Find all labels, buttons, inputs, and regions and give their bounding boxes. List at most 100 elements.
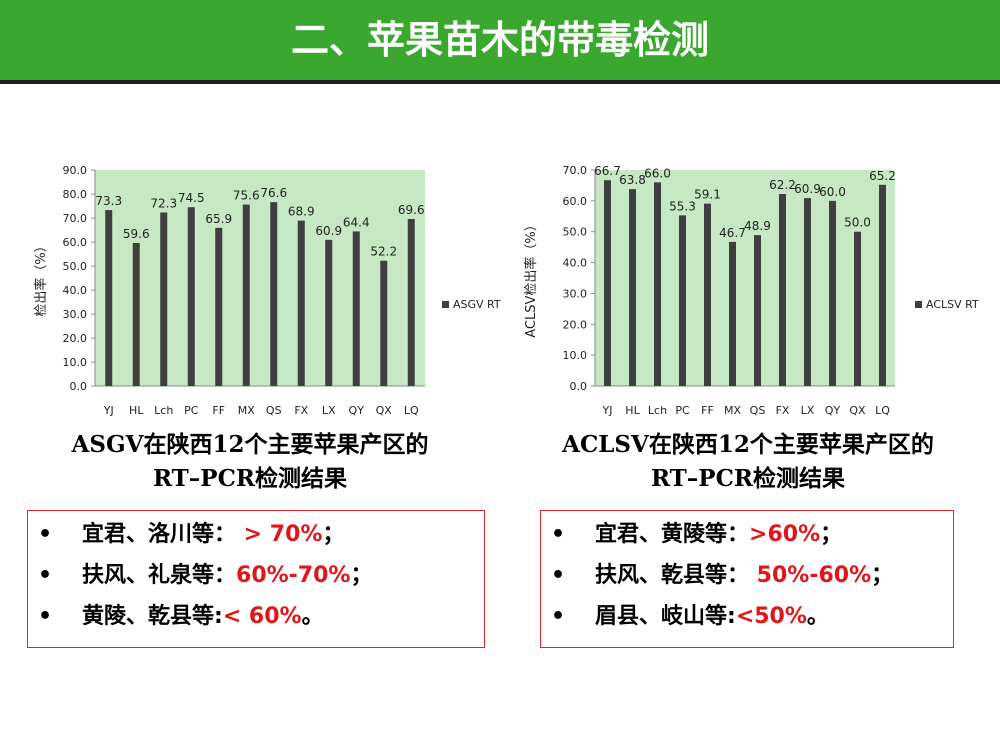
bar [187,207,195,386]
plot-area [595,170,895,386]
list-item: • 扶风、乾县等： 50%-60%； [551,558,893,594]
bullet: • [551,522,566,547]
x-tick-label: FF [701,404,714,417]
bullet: • [38,604,53,629]
asgv-caption-line1: ASGV在陕西12个主要苹果产区的 [71,431,429,458]
bullet: • [551,563,566,588]
x-tick-label: QY [825,404,841,417]
aclsv-caption-line1: ACLSV在陕西12个主要苹果产区的 [562,431,934,458]
x-tick-label: QY [349,404,365,417]
x-tick-label: LQ [404,404,419,417]
data-label: 76.6 [260,186,287,200]
region-label: 黄陵、乾县等: [82,604,223,629]
data-label: 64.4 [343,215,370,229]
bullet: • [551,604,566,629]
x-tick-label: PC [184,404,199,417]
list-item: • 黄陵、乾县等:< 60%。 [38,599,324,635]
y-tick-label: 10.0 [563,349,588,362]
y-tick-label: 50.0 [563,226,588,239]
data-label: 73.3 [95,194,122,208]
y-tick-label: 80.0 [63,188,88,201]
bar [215,227,223,386]
bar [879,184,886,386]
rate-value: 60%-70% [236,563,351,588]
data-label: 75.6 [233,189,260,203]
asgv-chart: 0.0 10.0 20.0 30.0 40.0 50.0 60.0 70.0 80.0 90.0 检… [20,150,510,425]
data-label: 65.9 [205,212,232,226]
x-tick-label: QS [266,404,282,417]
rate-value: < 60% [222,604,302,629]
punctuation: 。 [301,604,324,629]
data-label: 62.2 [769,178,796,192]
aclsv-summary-box: • 宜君、黄陵等：>60%； • 扶风、乾县等： 50%-60%； • 眉县、岐山等:… [540,510,954,648]
x-tick-label: QX [376,404,393,417]
punctuation: ； [350,563,373,588]
data-label: 60.9 [794,182,821,196]
y-axis-title: ACLSV检出率（%） [523,218,539,337]
aclsv-chart: 0.0 10.0 20.0 30.0 40.0 50.0 60.0 70.0 ACLSV检出率（… [515,150,995,425]
x-tick-label: MX [238,404,255,417]
bar [779,194,786,386]
rate-value: 50%-60% [749,563,872,588]
x-tick-label: PC [675,404,690,417]
asgv-chart-svg: 0.0 10.0 20.0 30.0 40.0 50.0 60.0 70.0 80.0 90.0 检… [33,164,501,417]
data-label: 60.9 [315,224,342,238]
bar [679,215,686,386]
data-label: 68.9 [288,205,315,219]
y-tick-label: 70.0 [563,164,588,177]
bar [407,218,415,386]
data-label: 59.6 [123,227,150,241]
bar [297,220,305,386]
y-tick-label: 20.0 [63,332,88,345]
bar [380,260,388,386]
y-tick-label: 60.0 [63,236,88,249]
x-tick-label: HL [129,404,144,417]
x-tick-label: LQ [875,404,890,417]
punctuation: ； [820,522,843,547]
rate-value: >60% [749,522,821,547]
x-tick-label: MX [724,404,741,417]
bar [160,212,168,386]
y-tick-label: 0.0 [570,380,588,393]
data-label: 74.5 [178,191,205,205]
bar [105,210,113,386]
slide-title: 二、苹果苗木的带毒检测 [290,18,709,62]
y-tick-label: 60.0 [563,195,588,208]
bar [704,203,711,386]
y-axis-title: 检出率（%） [33,239,49,316]
bar [729,241,736,386]
legend-label: ACLSV RT [926,298,979,311]
data-label: 52.2 [370,245,397,259]
rate-value: > 70% [236,522,323,547]
bar [754,235,761,386]
list-item: • 宜君、黄陵等：>60%； [551,517,842,553]
region-label: 眉县、岐山等: [595,604,736,629]
y-tick-label: 40.0 [563,257,588,270]
asgv-summary-box: • 宜君、洛川等： > 70%； • 扶风、礼泉等：60%-70%； • 黄陵、乾县等… [27,510,485,648]
x-tick-label: Lch [648,404,667,417]
y-tick-label: 0.0 [70,380,88,393]
y-tick-label: 40.0 [63,284,88,297]
plot-area [95,170,425,386]
data-label: 66.7 [594,164,621,178]
y-tick-label: 30.0 [63,308,88,321]
legend-label: ASGV RT [453,298,501,311]
legend-swatch [915,301,922,308]
data-label: 46.7 [719,226,746,240]
data-label: 59.1 [694,188,721,202]
x-tick-label: LX [801,404,815,417]
region-label: 宜君、洛川等： [82,522,237,547]
x-tick-label: FX [294,404,308,417]
asgv-caption: ASGV在陕西12个主要苹果产区的 RT–PCR检测结果 [20,428,480,496]
y-tick-label: 90.0 [63,164,88,177]
data-label: 50.0 [844,216,871,230]
data-label: 69.6 [398,203,425,217]
list-item: • 宜君、洛川等： > 70%； [38,517,344,553]
y-tick-label: 10.0 [63,356,88,369]
list-item: • 眉县、岐山等:<50%。 [551,599,829,635]
bullet: • [38,522,53,547]
bar [352,231,360,386]
rate-value: <50% [735,604,807,629]
bar [132,242,140,386]
bar [270,202,278,386]
